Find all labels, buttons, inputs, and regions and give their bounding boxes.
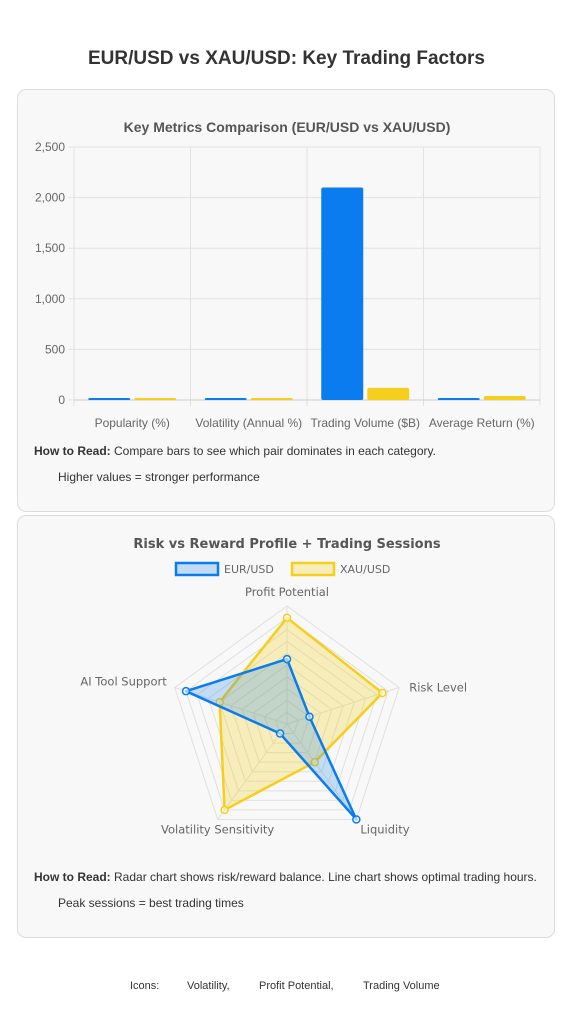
radar-chart: Risk vs Reward Profile + Trading Session… <box>80 537 467 836</box>
bar-xauusd <box>250 398 293 400</box>
legend-label: XAU/USD <box>340 563 390 576</box>
radar-point-xauusd <box>310 757 319 767</box>
legend-swatch-eurusd <box>174 561 220 577</box>
chart-title: Risk vs Reward Profile + Trading Session… <box>133 537 440 552</box>
radar-grid-ring <box>275 711 299 735</box>
how-to-read-text: Compare bars to see which pair dominates… <box>110 444 436 458</box>
legend-label: EUR/USD <box>224 563 274 576</box>
radar-series-xauusd <box>218 616 384 812</box>
bar-xauusd <box>367 387 410 400</box>
radar-axis-label: Volatility Sensitivity <box>161 822 274 836</box>
footer-item-volume: Trading Volume <box>363 980 440 992</box>
radar-point-xauusd <box>220 805 229 815</box>
page-title: EUR/USD vs XAU/USD: Key Trading Factors <box>88 48 485 69</box>
bar-eurusd <box>204 398 247 400</box>
radar-point-eurusd <box>275 729 285 738</box>
radar-point-eurusd <box>305 712 314 721</box>
radar-point-eurusd <box>352 815 361 824</box>
y-tick-label: 0 <box>58 393 65 407</box>
y-tick-label: 1,500 <box>35 241 65 255</box>
radar-grid-ring <box>185 617 389 811</box>
radar-grid-ring <box>207 640 367 792</box>
radar-axis-label: Profit Potential <box>245 585 329 599</box>
y-tick-label: 2,000 <box>35 191 65 205</box>
footer-item-volatility: Volatility, <box>187 980 230 992</box>
radar-spoke <box>286 723 357 820</box>
radar-series-eurusd <box>184 657 358 821</box>
radar-grid-ring <box>241 676 333 763</box>
y-tick-label: 2,500 <box>35 140 65 154</box>
radar-point-eurusd <box>181 686 191 696</box>
bar-xauusd <box>134 398 177 400</box>
radar-grid-ring <box>252 687 322 754</box>
icons-label: Icons: <box>130 980 160 992</box>
bar-eurusd <box>437 398 480 400</box>
bar-chart: Key Metrics Comparison (EUR/USD vs XAU/U… <box>35 119 541 430</box>
bar-eurusd <box>88 397 131 400</box>
footer-item-profit: Profit Potential, <box>259 980 334 992</box>
radar-grid-ring <box>219 652 355 782</box>
radar-point-eurusd <box>282 654 292 664</box>
bar-how-to-sub: Higher values = stronger performance <box>58 470 260 484</box>
x-tick-label: Volatility (Annual %) <box>195 416 302 430</box>
y-tick-label: 1,000 <box>35 292 65 306</box>
radar-spoke <box>217 723 288 820</box>
bar-how-to-read: How to Read: Compare bars to see which p… <box>34 444 436 458</box>
bar-chart-card: Key Metrics Comparison (EUR/USD vs XAU/U… <box>17 89 555 512</box>
bar-eurusd <box>321 187 364 400</box>
y-tick-label: 500 <box>45 342 65 356</box>
x-tick-label: Popularity (%) <box>95 416 170 430</box>
x-tick-label: Average Return (%) <box>429 416 535 430</box>
radar-axis-label: Risk Level <box>409 681 467 695</box>
bar-xauusd <box>483 395 526 400</box>
how-to-read-text: Radar chart shows risk/reward balance. L… <box>110 870 537 884</box>
legend-swatch-xauusd <box>290 561 336 577</box>
radar-how-to-read: How to Read: Radar chart shows risk/rewa… <box>34 870 537 884</box>
radar-how-to-sub: Peak sessions = best trading times <box>58 896 244 910</box>
radar-point-xauusd <box>282 613 292 623</box>
how-to-read-label: How to Read: <box>34 444 111 458</box>
chart-title: Key Metrics Comparison (EUR/USD vs XAU/U… <box>124 119 451 135</box>
radar-grid-ring <box>230 664 344 773</box>
radar-grid-ring <box>174 605 400 820</box>
radar-point-xauusd <box>378 688 387 698</box>
radar-axis-label: Liquidity <box>360 822 409 836</box>
x-tick-label: Trading Volume ($B) <box>310 416 420 430</box>
radar-axis-label: AI Tool Support <box>80 675 167 689</box>
radar-chart-card: Risk vs Reward Profile + Trading Session… <box>17 515 555 938</box>
how-to-read-label: How to Read: <box>34 870 111 884</box>
